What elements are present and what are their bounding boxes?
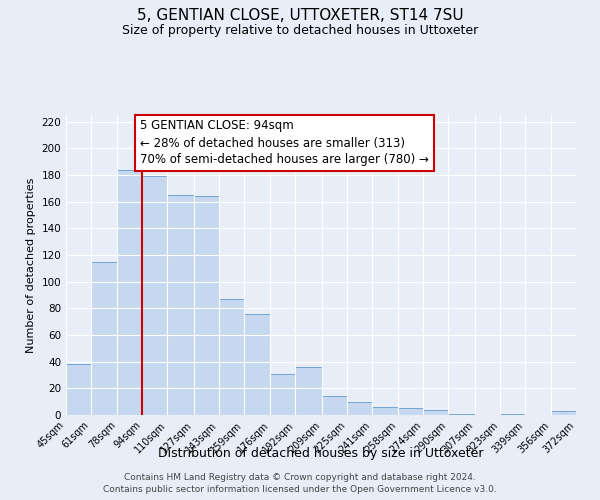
Text: Size of property relative to detached houses in Uttoxeter: Size of property relative to detached ho…	[122, 24, 478, 37]
Bar	[347, 402, 371, 415]
Bar	[244, 314, 271, 415]
Bar	[167, 195, 194, 415]
Bar	[66, 364, 91, 415]
Bar	[295, 367, 322, 415]
Bar	[423, 410, 448, 415]
Bar	[500, 414, 524, 415]
Bar	[118, 170, 142, 415]
Text: Contains HM Land Registry data © Crown copyright and database right 2024.: Contains HM Land Registry data © Crown c…	[124, 472, 476, 482]
Bar	[271, 374, 295, 415]
Bar	[194, 196, 219, 415]
Bar	[322, 396, 347, 415]
Bar	[219, 299, 244, 415]
Y-axis label: Number of detached properties: Number of detached properties	[26, 178, 36, 352]
Text: 5 GENTIAN CLOSE: 94sqm
← 28% of detached houses are smaller (313)
70% of semi-de: 5 GENTIAN CLOSE: 94sqm ← 28% of detached…	[140, 120, 429, 166]
Bar	[371, 407, 398, 415]
Bar	[398, 408, 423, 415]
Text: Distribution of detached houses by size in Uttoxeter: Distribution of detached houses by size …	[158, 448, 484, 460]
Text: 5, GENTIAN CLOSE, UTTOXETER, ST14 7SU: 5, GENTIAN CLOSE, UTTOXETER, ST14 7SU	[137, 8, 463, 22]
Bar	[551, 411, 576, 415]
Bar	[142, 176, 167, 415]
Text: Contains public sector information licensed under the Open Government Licence v3: Contains public sector information licen…	[103, 485, 497, 494]
Bar	[91, 262, 118, 415]
Bar	[448, 414, 475, 415]
